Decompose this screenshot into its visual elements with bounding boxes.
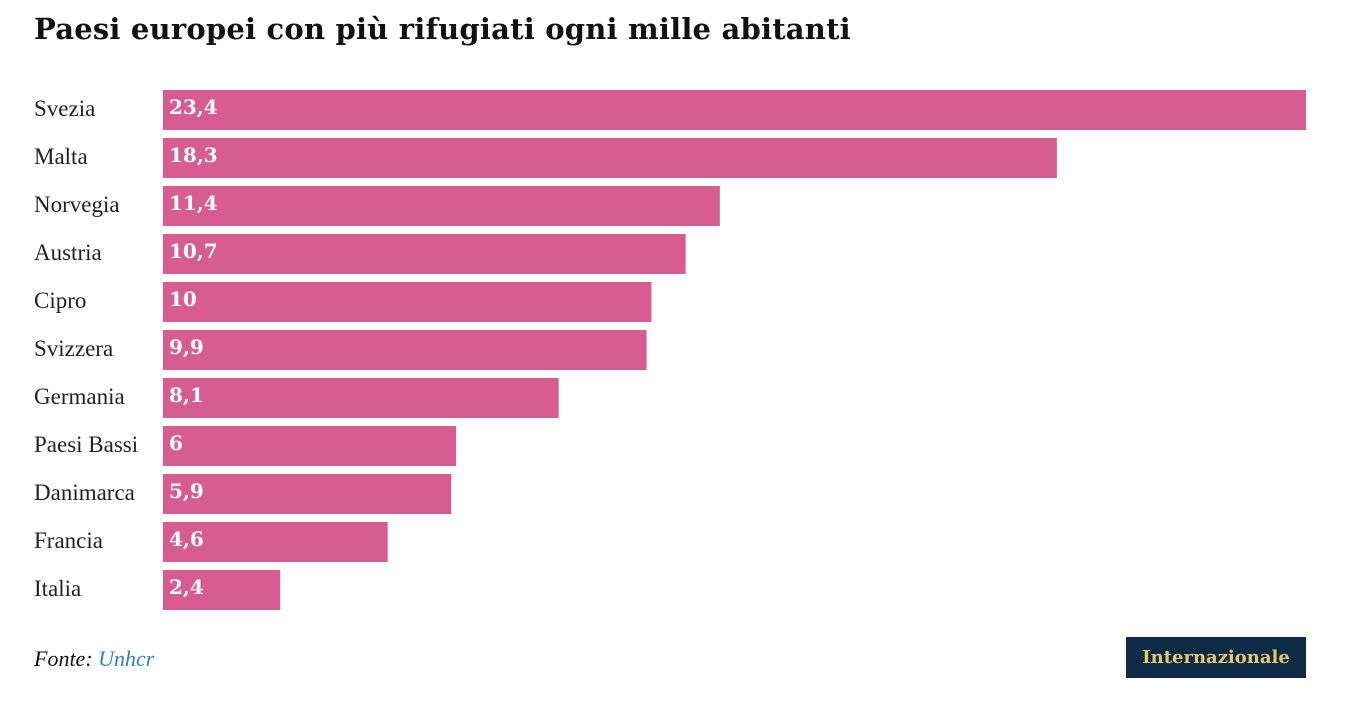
- bar-row: Norvegia 11,4: [34, 186, 720, 226]
- bar-row: Svizzera 9,9: [34, 330, 647, 370]
- value-label: 18,3: [169, 143, 218, 167]
- category-label: Germania: [34, 384, 125, 409]
- source-link[interactable]: Unhcr: [98, 646, 155, 671]
- category-label: Austria: [34, 240, 102, 265]
- bar: [163, 234, 686, 274]
- bar: [163, 378, 559, 418]
- bar: [163, 330, 647, 370]
- bar-row: Germania 8,1: [34, 378, 559, 418]
- category-label: Danimarca: [34, 480, 135, 505]
- bar: [163, 90, 1306, 130]
- value-label: 8,1: [169, 383, 204, 407]
- value-label: 5,9: [169, 479, 204, 503]
- value-label: 11,4: [169, 191, 218, 215]
- category-label: Svizzera: [34, 336, 113, 361]
- bar: [163, 570, 281, 610]
- bar-row: Paesi Bassi 6: [34, 426, 457, 466]
- category-label: Francia: [34, 528, 103, 553]
- logo-text: Internazionale: [1142, 647, 1290, 668]
- value-label: 6: [169, 431, 183, 455]
- bar-row: Italia 2,4: [34, 570, 281, 610]
- bar: [163, 186, 720, 226]
- category-label: Italia: [34, 576, 81, 601]
- value-label: 9,9: [169, 335, 204, 359]
- value-label: 23,4: [169, 95, 218, 119]
- category-label: Cipro: [34, 288, 86, 313]
- bar: [163, 282, 652, 322]
- bar: [163, 474, 452, 514]
- bar-row: Austria 10,7: [34, 234, 686, 274]
- bar-row: Francia 4,6: [34, 522, 388, 562]
- bar-row: Malta 18,3: [34, 138, 1057, 178]
- value-label: 2,4: [169, 575, 204, 599]
- bar-row: Danimarca 5,9: [34, 474, 452, 514]
- source-prefix: Fonte:: [34, 646, 93, 671]
- bar: [163, 138, 1057, 178]
- value-label: 4,6: [169, 527, 204, 551]
- category-label: Malta: [34, 144, 88, 169]
- value-label: 10: [169, 287, 197, 311]
- bar: [163, 426, 457, 466]
- bar-row: Svezia 23,4: [34, 90, 1306, 130]
- bar-row: Cipro 10: [34, 282, 652, 322]
- source-note: Fonte: Unhcr: [34, 646, 154, 672]
- category-label: Svezia: [34, 96, 95, 121]
- internazionale-logo: Internazionale: [1126, 637, 1306, 678]
- value-label: 10,7: [169, 239, 218, 263]
- category-label: Norvegia: [34, 192, 120, 217]
- bar: [163, 522, 388, 562]
- chart-title: Paesi europei con più rifugiati ogni mil…: [34, 12, 851, 46]
- category-label: Paesi Bassi: [34, 432, 138, 457]
